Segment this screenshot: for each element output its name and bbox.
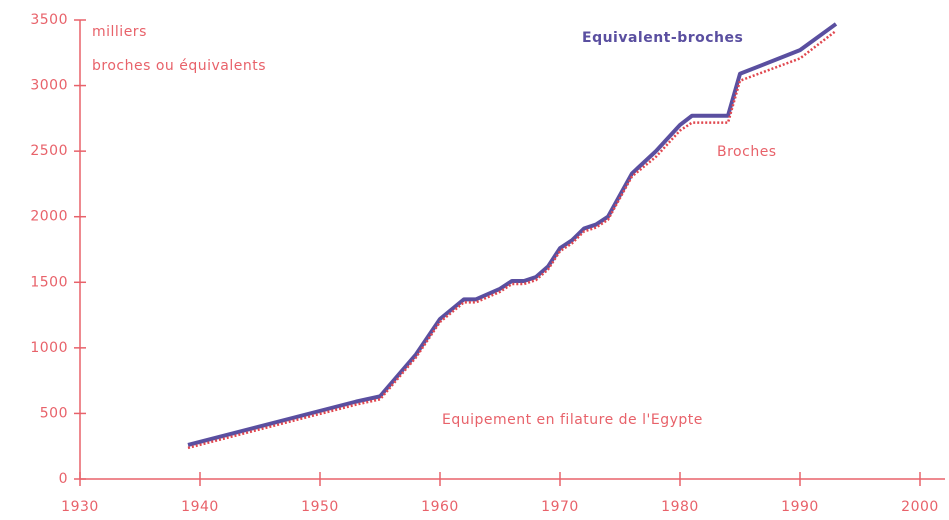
- unit-label: milliers: [92, 24, 147, 40]
- series-label: Broches: [717, 144, 777, 160]
- x-tick-label: 1950: [301, 499, 339, 515]
- x-tick-label: 1970: [541, 499, 579, 515]
- y-tick-label: 0: [59, 471, 68, 487]
- y-tick-label: 2000: [30, 209, 68, 225]
- axis-label: broches ou équivalents: [92, 58, 266, 74]
- series-line: [187, 29, 837, 450]
- y-tick-label: 1500: [30, 274, 68, 290]
- x-tick-label: 1980: [661, 499, 699, 515]
- chart-title: Equipement en filature de l'Egypte: [442, 412, 703, 428]
- x-tick-label: 1940: [181, 499, 219, 515]
- y-tick-label: 2500: [30, 143, 68, 159]
- x-tick-label: 1930: [61, 499, 99, 515]
- y-tick-label: 500: [40, 405, 68, 421]
- series-label: Equivalent-broches: [582, 30, 743, 46]
- y-tick-label: 1000: [30, 340, 68, 356]
- x-tick-label: 1990: [781, 499, 819, 515]
- x-tick-label: 1960: [421, 499, 459, 515]
- y-tick-label: 3500: [30, 12, 68, 28]
- series-line: [187, 22, 838, 447]
- y-tick-label: 3000: [30, 78, 68, 94]
- x-tick-label: 2000: [901, 499, 939, 515]
